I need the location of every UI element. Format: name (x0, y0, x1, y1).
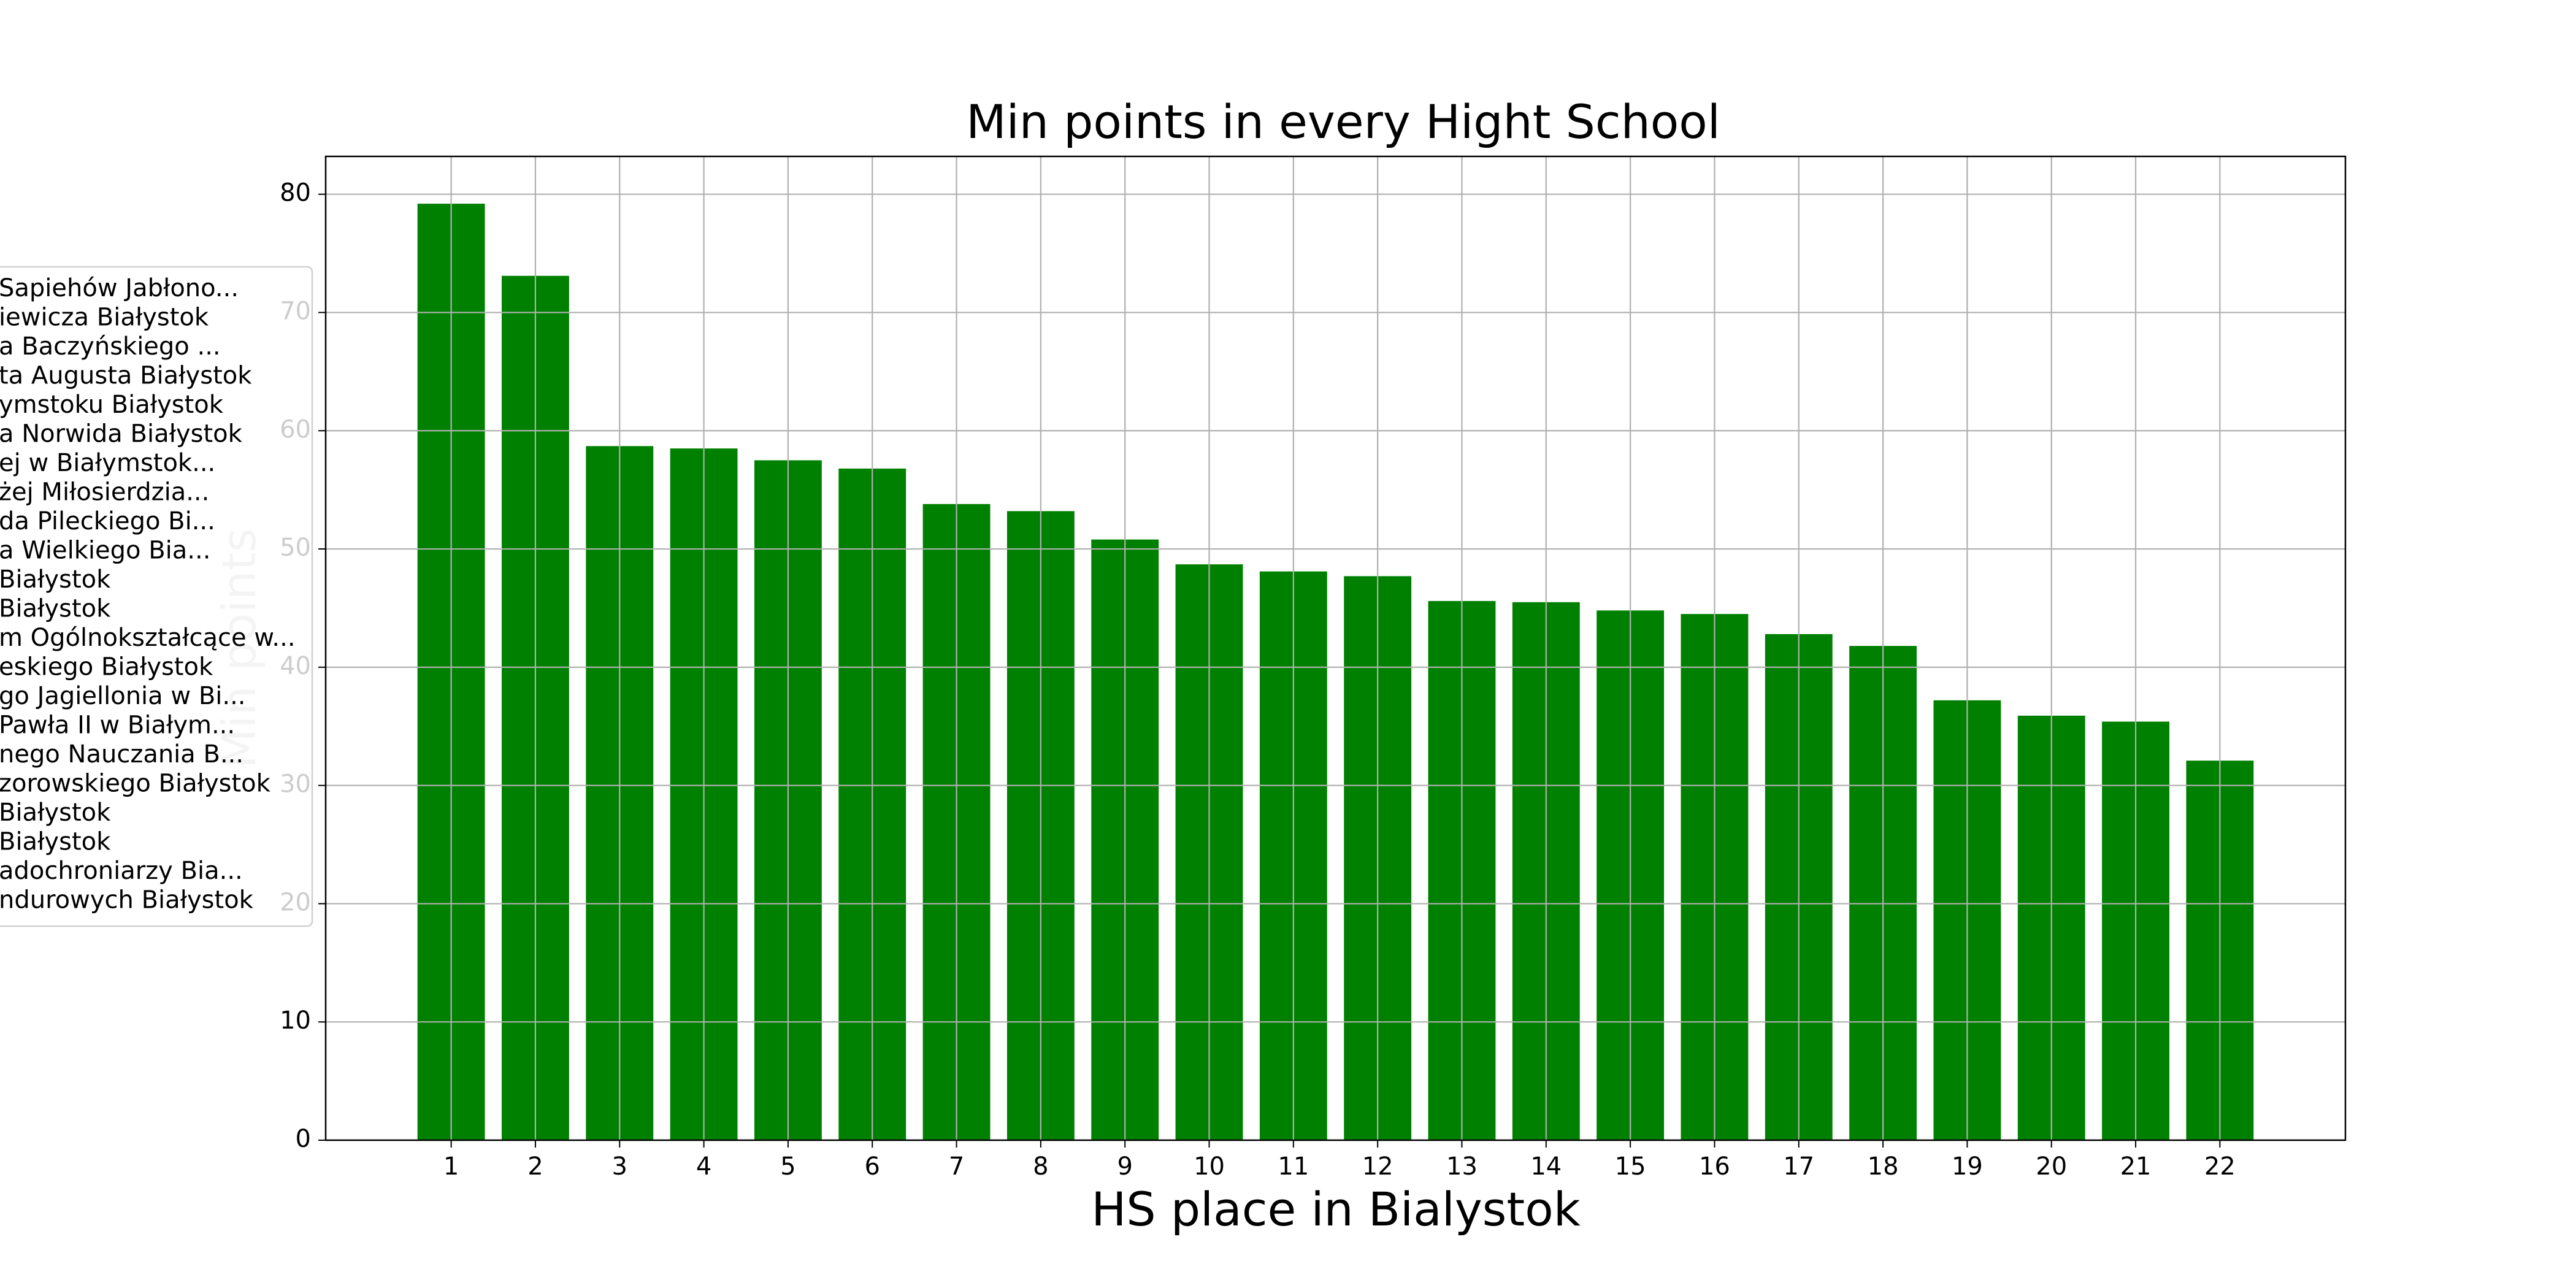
x-tick-label: 21 (2120, 1152, 2152, 1181)
legend-label: Białystok (0, 799, 111, 827)
legend-label: nego Nauczania B... (0, 740, 243, 769)
x-tick-label: 1 (443, 1152, 459, 1181)
x-tick-label: 22 (2204, 1152, 2236, 1181)
legend-label: ndurowych Białystok (0, 886, 254, 914)
legend-label: go Jagiellonia w Bi... (0, 682, 246, 710)
x-tick-label: 5 (780, 1152, 795, 1181)
legend-label: Sapiehów Jabłono... (0, 274, 239, 302)
x-tick-label: 16 (1699, 1152, 1730, 1181)
y-tick-label: 0 (296, 1125, 311, 1153)
plot-frame (324, 155, 2347, 1141)
legend-label: Białystok (0, 828, 111, 856)
x-tick-label: 20 (2036, 1152, 2067, 1181)
x-tick-label: 19 (1952, 1152, 1983, 1181)
legend-label: m Ogólnokształcące w... (0, 624, 296, 652)
legend-label: zorowskiego Białystok (0, 770, 271, 798)
legend-label: a Norwida Białystok (0, 420, 243, 448)
legend-label: Białystok (0, 565, 111, 594)
legend-box (0, 266, 313, 927)
legend-label: ej w Białymstok... (0, 449, 215, 477)
legend-label: ta Augusta Białystok (0, 362, 252, 390)
legend-label: a Wielkiego Bia... (0, 537, 210, 565)
legend-label: Białystok (0, 595, 111, 623)
x-tick-label: 17 (1783, 1152, 1814, 1181)
x-tick-label: 14 (1530, 1152, 1562, 1181)
x-tick-label: 12 (1362, 1152, 1393, 1181)
x-tick-label: 13 (1446, 1152, 1478, 1181)
x-tick-label: 7 (949, 1152, 964, 1181)
legend-label: żej Miłosierdzia... (0, 478, 209, 507)
chart-title: Min points in every Hight School (966, 94, 1720, 149)
x-axis-label: HS place in Bialystok (1091, 1182, 1580, 1236)
legend-label: iewicza Białystok (0, 304, 209, 332)
x-tick-label: 11 (1278, 1152, 1309, 1181)
legend-label: adochroniarzy Bia... (0, 857, 243, 885)
x-tick-label: 18 (1868, 1152, 1899, 1181)
x-tick-label: 4 (696, 1152, 711, 1181)
x-tick-label: 3 (612, 1152, 627, 1181)
legend-label: a Baczyńskiego ... (0, 332, 221, 361)
x-tick-label: 15 (1615, 1152, 1646, 1181)
x-tick-label: 10 (1194, 1152, 1225, 1181)
y-tick-label: 10 (280, 1006, 311, 1035)
legend-label: eskiego Białystok (0, 653, 213, 681)
x-tick-label: 8 (1033, 1152, 1048, 1181)
legend-label: ymstoku Białystok (0, 391, 224, 419)
x-tick-label: 2 (527, 1152, 543, 1181)
legend-label: Pawła II w Białym... (0, 711, 235, 740)
legend-label: da Pileckiego Bi... (0, 507, 215, 535)
x-tick-label: 6 (864, 1152, 880, 1181)
x-tick-label: 9 (1117, 1152, 1132, 1181)
y-tick-label: 80 (280, 179, 311, 207)
